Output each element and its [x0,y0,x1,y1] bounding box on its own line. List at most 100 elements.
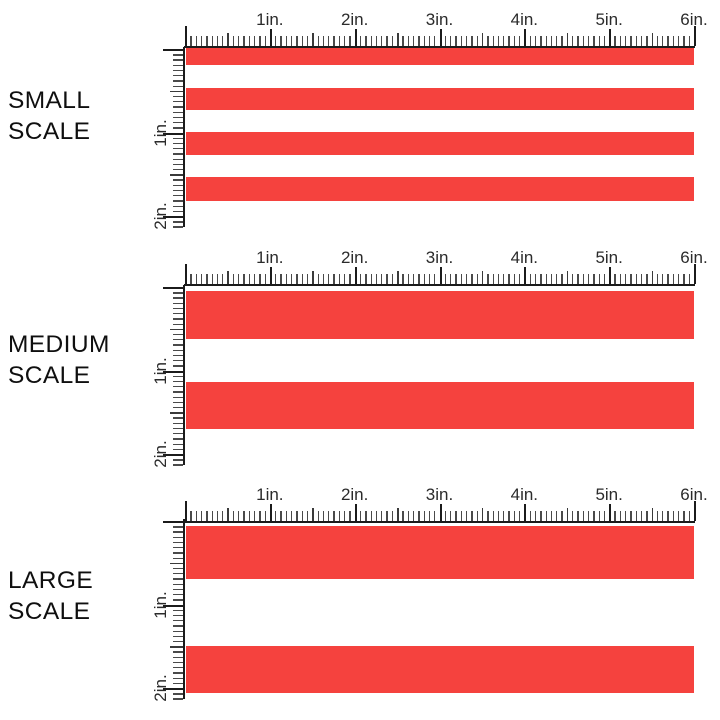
ruler-tick [338,511,341,521]
ruler-tick [688,511,690,521]
ruler-tick [471,511,473,521]
ruler-tick [173,459,183,461]
ruler-tick [173,635,183,638]
ruler-tick [280,36,282,46]
ruler-tick [322,274,325,284]
inch-label: 4in. [510,485,539,504]
ruler-tick [359,274,362,284]
fabric-stripe [186,48,694,65]
ruler-tick [397,271,399,284]
ruler-tick [375,274,378,284]
ruler-tick [306,274,309,284]
ruler-tick [200,274,203,284]
inch-label: 3in. [425,10,454,29]
ruler-tick [566,508,569,521]
ruler-tick [466,274,468,284]
ruler-tick [248,36,250,46]
ruler-tick [173,344,183,346]
ruler-tick [492,36,494,46]
ruler-tick [173,526,183,528]
ruler-tick [497,36,500,46]
ruler-tick [609,29,612,46]
ruler-tick [603,511,606,521]
ruler-tick [349,511,351,521]
ruler-tick [683,274,685,284]
ruler-tick [672,511,675,521]
ruler-tick [688,36,690,46]
scale-label-large: LARGE SCALE [8,566,93,627]
ruler-tick [173,433,183,435]
ruler-tick [370,274,372,284]
ruler-tick [651,33,654,46]
ruler-tick [285,274,288,284]
ruler-tick [173,417,183,419]
scale-label-line1: SMALL [8,87,91,114]
ruler-tick [614,36,616,46]
ruler-tick [211,274,213,284]
ruler-tick [173,541,183,544]
ruler-tick [163,132,183,135]
ruler-tick [561,511,563,521]
ruler-tick [163,370,183,373]
inch-label: 5in. [595,485,623,504]
vertical-inch-label: 2in. [151,674,170,702]
ruler-tick [328,274,330,284]
ruler-tick [508,511,510,521]
ruler-tick [365,511,367,521]
ruler-tick [412,36,415,46]
ruler-tick [694,501,696,521]
ruler-tick [667,36,669,46]
ruler-tick [173,547,183,549]
ruler-tick [190,36,192,46]
ruler-tick [227,271,229,284]
inch-label: 3in. [425,248,454,267]
ruler-tick [656,36,659,46]
ruler-tick [598,36,600,46]
ruler-tick [497,274,500,284]
ruler-tick [598,274,600,284]
ruler-tick [248,511,250,521]
ruler-tick [173,323,183,325]
ruler-tick [481,271,484,284]
ruler-baseline [184,46,695,48]
ruler-tick [550,274,553,284]
ruler-tick [190,511,192,521]
ruler-tick [291,274,293,284]
ruler-tick [540,511,542,521]
ruler-tick [173,677,183,679]
ruler-tick [455,511,457,521]
ruler-tick [519,36,521,46]
ruler-tick [614,511,616,521]
ruler-tick [333,511,335,521]
ruler-tick [619,274,622,284]
ruler-tick [170,562,183,565]
ruler-tick [524,504,527,521]
ruler-tick [173,226,183,228]
ruler-tick [412,511,415,521]
ruler-tick [635,274,637,284]
ruler-tick [354,267,357,284]
ruler-tick [561,274,563,284]
ruler-tick [577,274,579,284]
ruler-tick [173,396,183,398]
ruler-tick [243,274,245,284]
ruler-tick [418,511,420,521]
ruler-tick [253,274,256,284]
inch-label: 6in. [680,10,708,29]
ruler-tick [572,274,574,284]
ruler-tick [173,531,183,533]
ruler-tick [322,36,325,46]
ruler-tick [238,274,240,284]
ruler-tick [423,274,425,284]
scale-label-line2: SCALE [8,597,91,625]
ruler-tick [173,656,183,658]
ruler-tick [259,274,261,284]
inch-label: 1in. [256,485,284,504]
ruler-tick [173,672,183,674]
ruler-tick [173,667,183,669]
ruler-tick [317,274,319,284]
ruler-tick [444,274,447,284]
